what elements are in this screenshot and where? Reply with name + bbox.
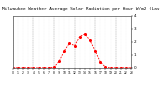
Text: Milwaukee Weather Average Solar Radiation per Hour W/m2 (Last 24 Hours): Milwaukee Weather Average Solar Radiatio… [2, 7, 160, 11]
